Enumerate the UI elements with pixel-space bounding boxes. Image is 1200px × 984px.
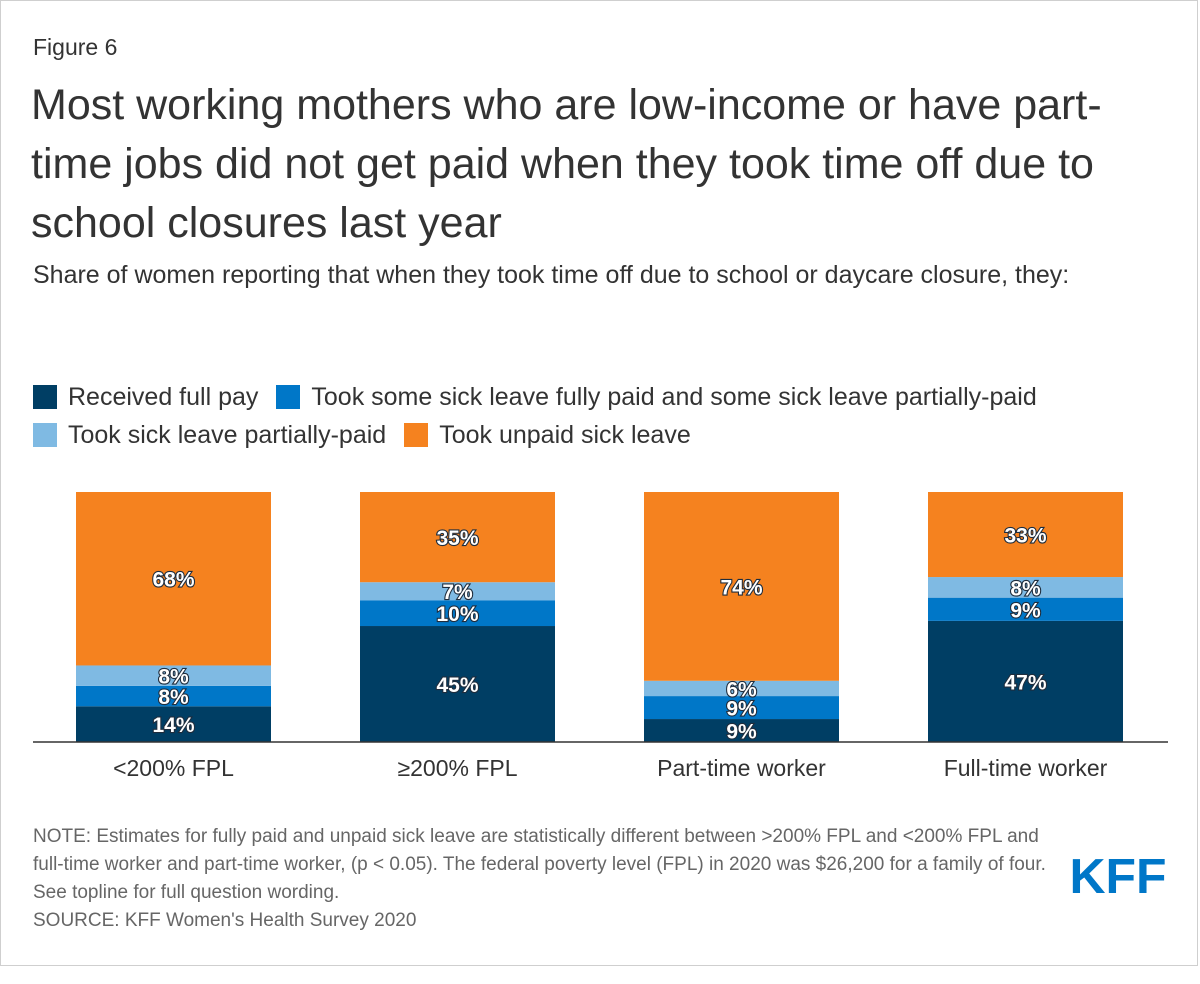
bar-segment	[644, 719, 839, 742]
note-text: NOTE: Estimates for fully paid and unpai…	[33, 826, 1046, 903]
data-label: 14%	[152, 714, 194, 737]
data-label: 33%	[1004, 525, 1046, 548]
legend-label: Took some sick leave fully paid and some…	[311, 383, 1037, 411]
bar-segment	[360, 600, 555, 627]
bar-segment	[76, 492, 271, 666]
legend-swatch	[276, 385, 301, 409]
bar-segment	[360, 582, 555, 601]
notes: NOTE: Estimates for fully paid and unpai…	[33, 823, 1053, 935]
legend-label: Received full pay	[68, 383, 259, 411]
legend-label: Took unpaid sick leave	[439, 421, 691, 449]
legend-label: Took sick leave partially-paid	[68, 421, 387, 449]
data-label: 9%	[726, 721, 757, 744]
legend-item-full-pay: Received full pay	[33, 378, 258, 416]
data-label: 35%	[436, 527, 478, 550]
bar-segment	[76, 665, 271, 686]
data-label: 8%	[158, 686, 189, 709]
bar-segment	[644, 492, 839, 681]
data-label: 68%	[152, 569, 194, 592]
legend-item-partial-paid: Took sick leave partially-paid	[33, 416, 386, 454]
kff-logo: KFF	[1070, 852, 1167, 898]
category-label: Part-time worker	[657, 755, 826, 781]
bar-segment	[644, 696, 839, 720]
bar-segment	[76, 706, 271, 742]
data-label: 9%	[1010, 599, 1041, 622]
category-label: Full-time worker	[944, 755, 1108, 781]
legend-item-mixed-leave: Took some sick leave fully paid and some…	[276, 378, 1037, 416]
legend-row-2: Took sick leave partially-paid Took unpa…	[33, 416, 1173, 454]
data-label: 6%	[726, 678, 757, 701]
legend-swatch	[404, 423, 429, 447]
bar-segment	[928, 597, 1123, 621]
kff-logo-text: KFF	[1070, 852, 1167, 898]
bar-segment	[928, 620, 1123, 742]
category-label: <200% FPL	[113, 755, 234, 781]
bar-segment	[644, 680, 839, 697]
legend: Received full pay Took some sick leave f…	[33, 378, 1173, 454]
figure-label: Figure 6	[33, 34, 118, 60]
chart-title: Most working mothers who are low-income …	[31, 81, 1102, 247]
legend-swatch	[33, 423, 57, 447]
data-label: 7%	[442, 581, 473, 604]
data-label: 9%	[726, 698, 757, 721]
bar-segment	[928, 492, 1123, 578]
data-label: 8%	[1010, 577, 1041, 600]
bar-segment	[928, 577, 1123, 598]
chart-subtitle: Share of women reporting that when they …	[33, 261, 1070, 289]
legend-item-unpaid: Took unpaid sick leave	[404, 416, 691, 454]
source-text: SOURCE: KFF Women's Health Survey 2020	[33, 910, 417, 931]
data-label: 8%	[158, 666, 189, 689]
data-label: 45%	[436, 674, 478, 697]
data-label: 47%	[1004, 671, 1046, 694]
data-label: 10%	[436, 603, 478, 626]
category-label: ≥200% FPL	[397, 755, 517, 781]
bar-segment	[360, 626, 555, 742]
legend-swatch	[33, 385, 57, 409]
bar-segment	[360, 492, 555, 583]
bar-segment	[76, 685, 271, 707]
legend-row-1: Received full pay Took some sick leave f…	[33, 378, 1173, 416]
data-label: 74%	[720, 576, 762, 599]
